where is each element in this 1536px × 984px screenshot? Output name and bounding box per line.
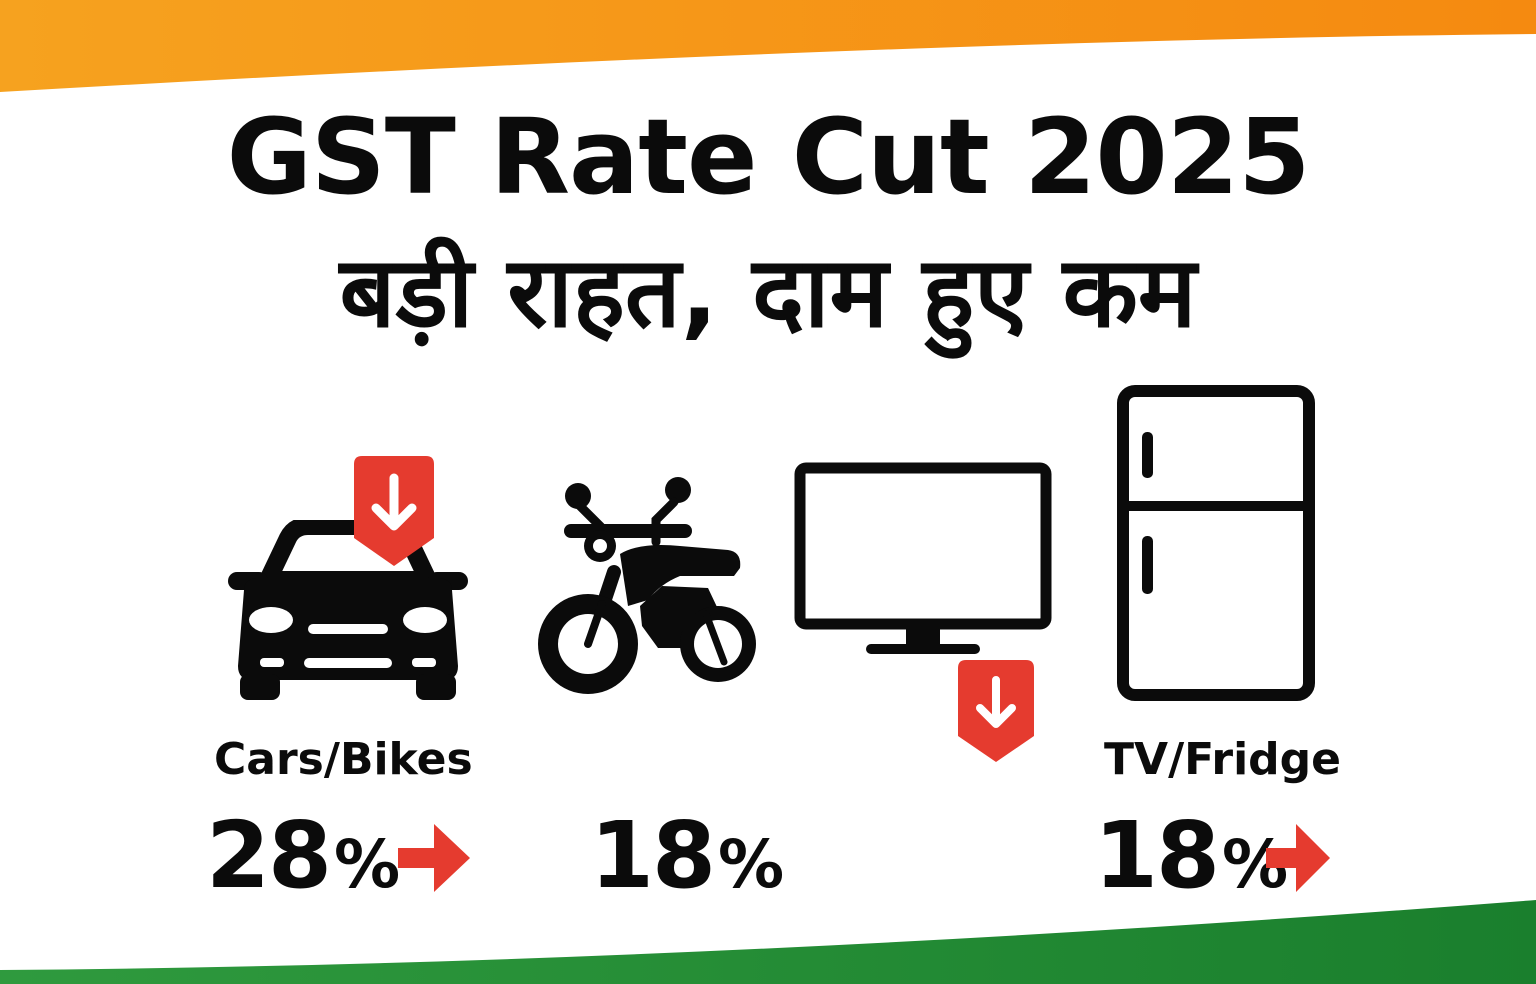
percent-sign: %: [334, 826, 401, 903]
down-arrow-badge: [354, 456, 434, 566]
rate-value: 18: [590, 802, 716, 909]
television-icon: [794, 462, 1052, 654]
rate-old-cars-bikes: 28%: [206, 806, 400, 932]
category-label-cars-bikes: Cars/Bikes: [214, 734, 473, 785]
category-label-tv-fridge: TV/Fridge: [1104, 734, 1341, 785]
right-arrow-icon: [398, 824, 470, 892]
rate-value: 28: [206, 802, 332, 909]
percent-sign: %: [718, 826, 785, 903]
rate-tv-fridge: 18%: [1094, 806, 1288, 932]
motorcycle-icon: [538, 477, 756, 694]
main-title: GST Rate Cut 2025: [226, 96, 1311, 218]
rate-new-motorcycle: 18%: [590, 806, 784, 932]
rate-value: 18: [1094, 802, 1220, 909]
down-arrow-badge: [958, 660, 1034, 762]
saffron-band: [0, 0, 1536, 92]
right-arrow-icon: [1266, 824, 1330, 892]
refrigerator-icon: [1117, 385, 1315, 701]
green-band: [0, 900, 1536, 984]
hindi-subtitle: बड़ी राहत, दाम हुए कम: [339, 236, 1197, 350]
